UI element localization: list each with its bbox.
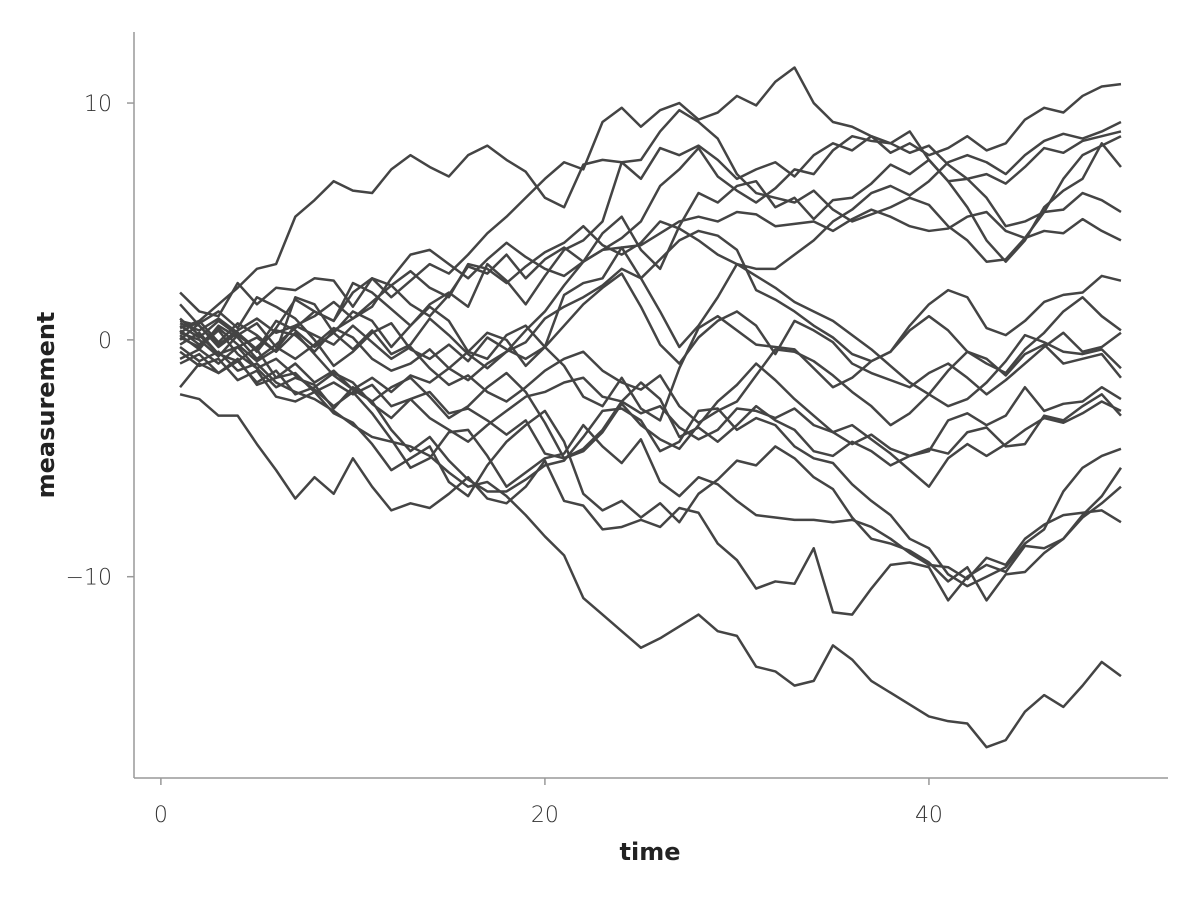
series-line: [179, 208, 1122, 363]
series-line: [179, 120, 1122, 394]
y-tick-label: 10: [84, 92, 112, 117]
series-line: [179, 281, 1122, 422]
y-axis-label: measurement: [32, 312, 60, 499]
series-line: [179, 317, 1122, 427]
series-line: [179, 158, 1122, 363]
series-line: [179, 345, 1122, 749]
series-line: [179, 130, 1122, 330]
x-axis-label: time: [620, 838, 681, 866]
x-tick-label: 0: [154, 803, 168, 828]
series-line: [179, 393, 1122, 616]
series-line: [179, 108, 1122, 365]
series-line: [179, 329, 1122, 588]
x-tick-label: 40: [915, 803, 943, 828]
series-line: [179, 350, 1122, 602]
series-line: [179, 220, 1122, 408]
series-line: [179, 331, 1122, 458]
x-tick-label: 20: [531, 803, 559, 828]
series-line: [179, 229, 1122, 370]
y-tick-label: 0: [98, 329, 112, 354]
y-tick-label: −10: [66, 566, 112, 591]
series-line: [179, 272, 1122, 396]
series-line: [179, 352, 1122, 488]
